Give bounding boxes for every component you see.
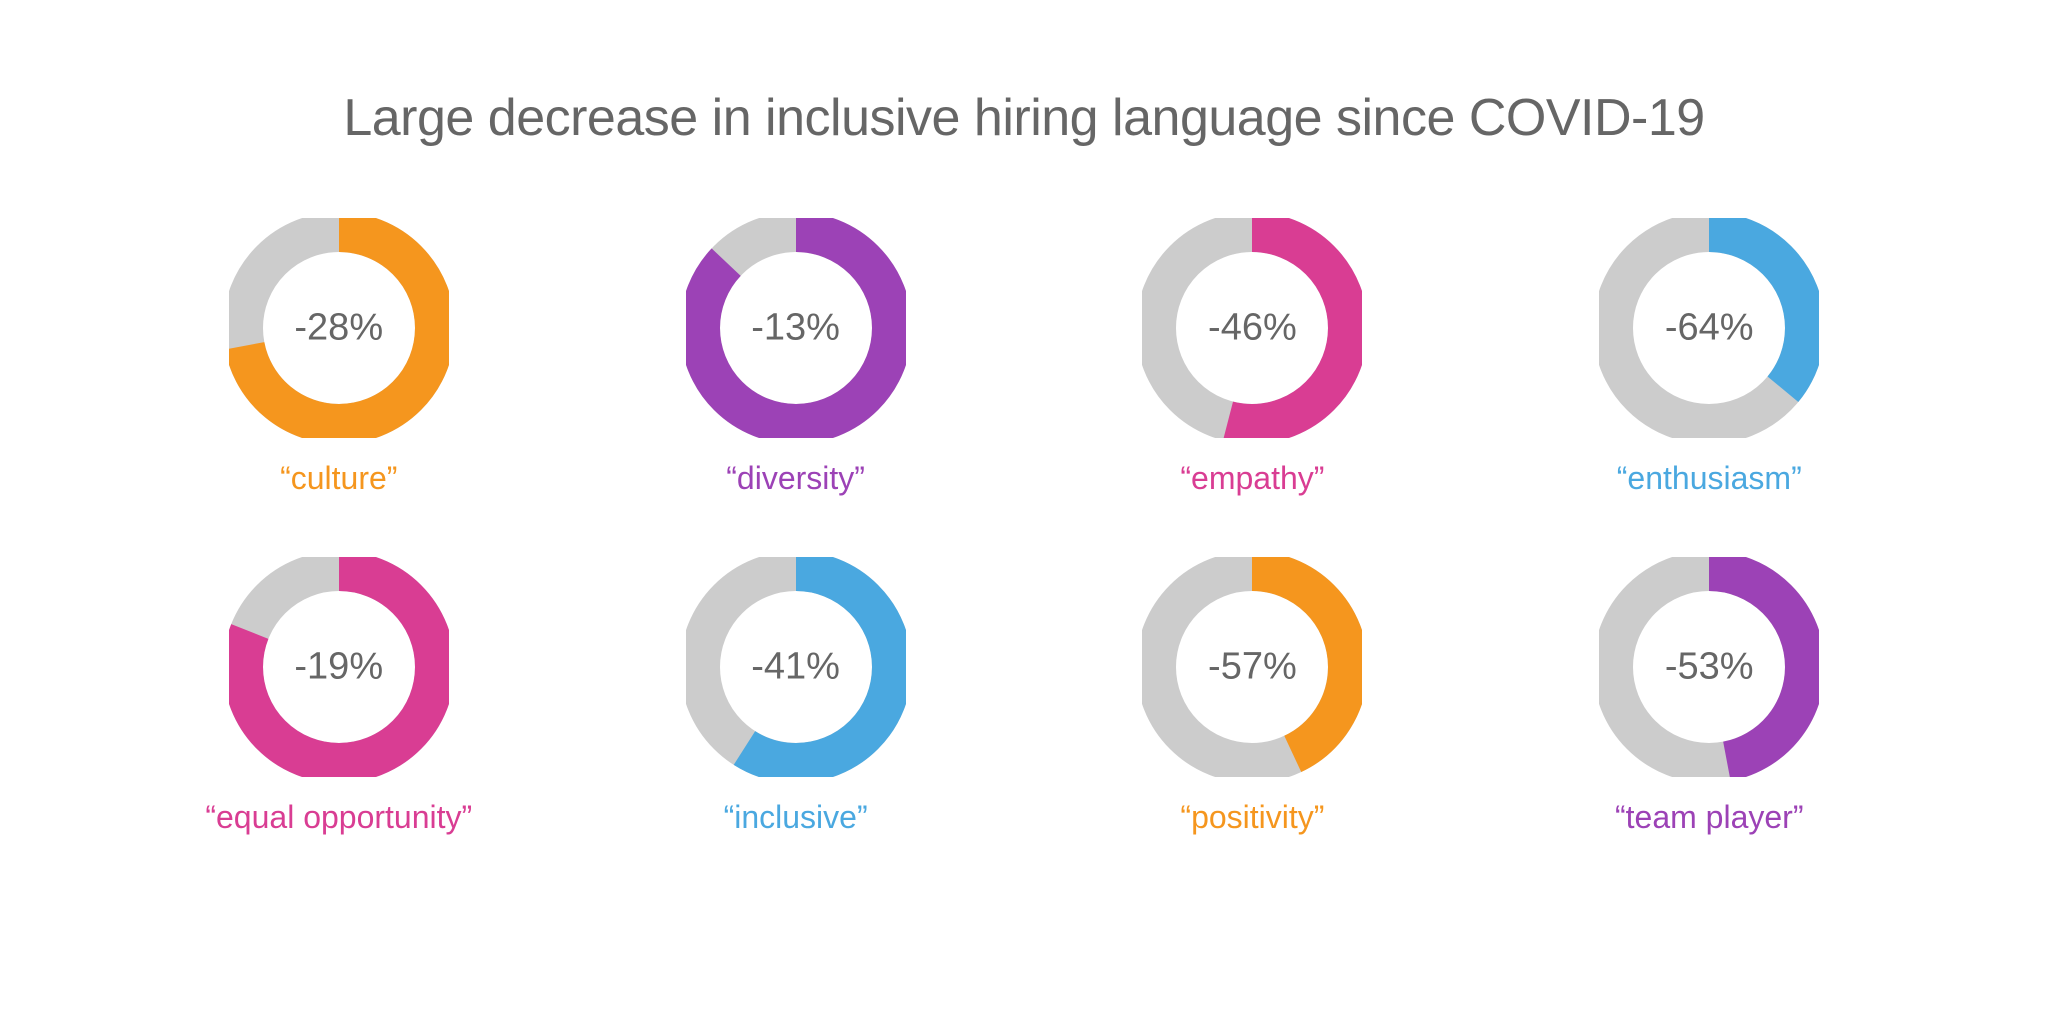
donut-chart: -53% [1599, 557, 1819, 777]
donut-label: “enthusiasm” [1617, 460, 1802, 497]
donut-label: “diversity” [726, 460, 865, 497]
donut-chart: -57% [1142, 557, 1362, 777]
donut-item: -28% “culture” [205, 218, 472, 497]
donut-item: -46% “empathy” [1119, 218, 1386, 497]
donut-item: -19% “equal opportunity” [205, 557, 472, 836]
donut-label: “empathy” [1180, 460, 1324, 497]
donut-value: -19% [294, 646, 383, 689]
donut-item: -41% “inclusive” [662, 557, 929, 836]
donut-label: “team player” [1615, 799, 1804, 836]
donut-value: -57% [1208, 646, 1297, 689]
donut-grid: -28% “culture” -13% “diversity” -46% “empathy… [205, 218, 1842, 836]
donut-chart: -28% [229, 218, 449, 438]
donut-value: -13% [751, 307, 840, 350]
donut-label: “inclusive” [724, 799, 868, 836]
donut-label: “positivity” [1180, 799, 1324, 836]
donut-value: -46% [1208, 307, 1297, 350]
donut-item: -13% “diversity” [662, 218, 929, 497]
donut-value: -53% [1665, 646, 1754, 689]
donut-label: “culture” [280, 460, 397, 497]
donut-chart: -13% [686, 218, 906, 438]
donut-item: -64% “enthusiasm” [1576, 218, 1843, 497]
donut-value: -41% [751, 646, 840, 689]
chart-title: Large decrease in inclusive hiring langu… [343, 88, 1704, 148]
donut-value: -64% [1665, 307, 1754, 350]
donut-chart: -19% [229, 557, 449, 777]
donut-chart: -41% [686, 557, 906, 777]
donut-label: “equal opportunity” [205, 799, 472, 836]
donut-value: -28% [294, 307, 383, 350]
donut-chart: -46% [1142, 218, 1362, 438]
donut-item: -53% “team player” [1576, 557, 1843, 836]
donut-chart: -64% [1599, 218, 1819, 438]
donut-item: -57% “positivity” [1119, 557, 1386, 836]
